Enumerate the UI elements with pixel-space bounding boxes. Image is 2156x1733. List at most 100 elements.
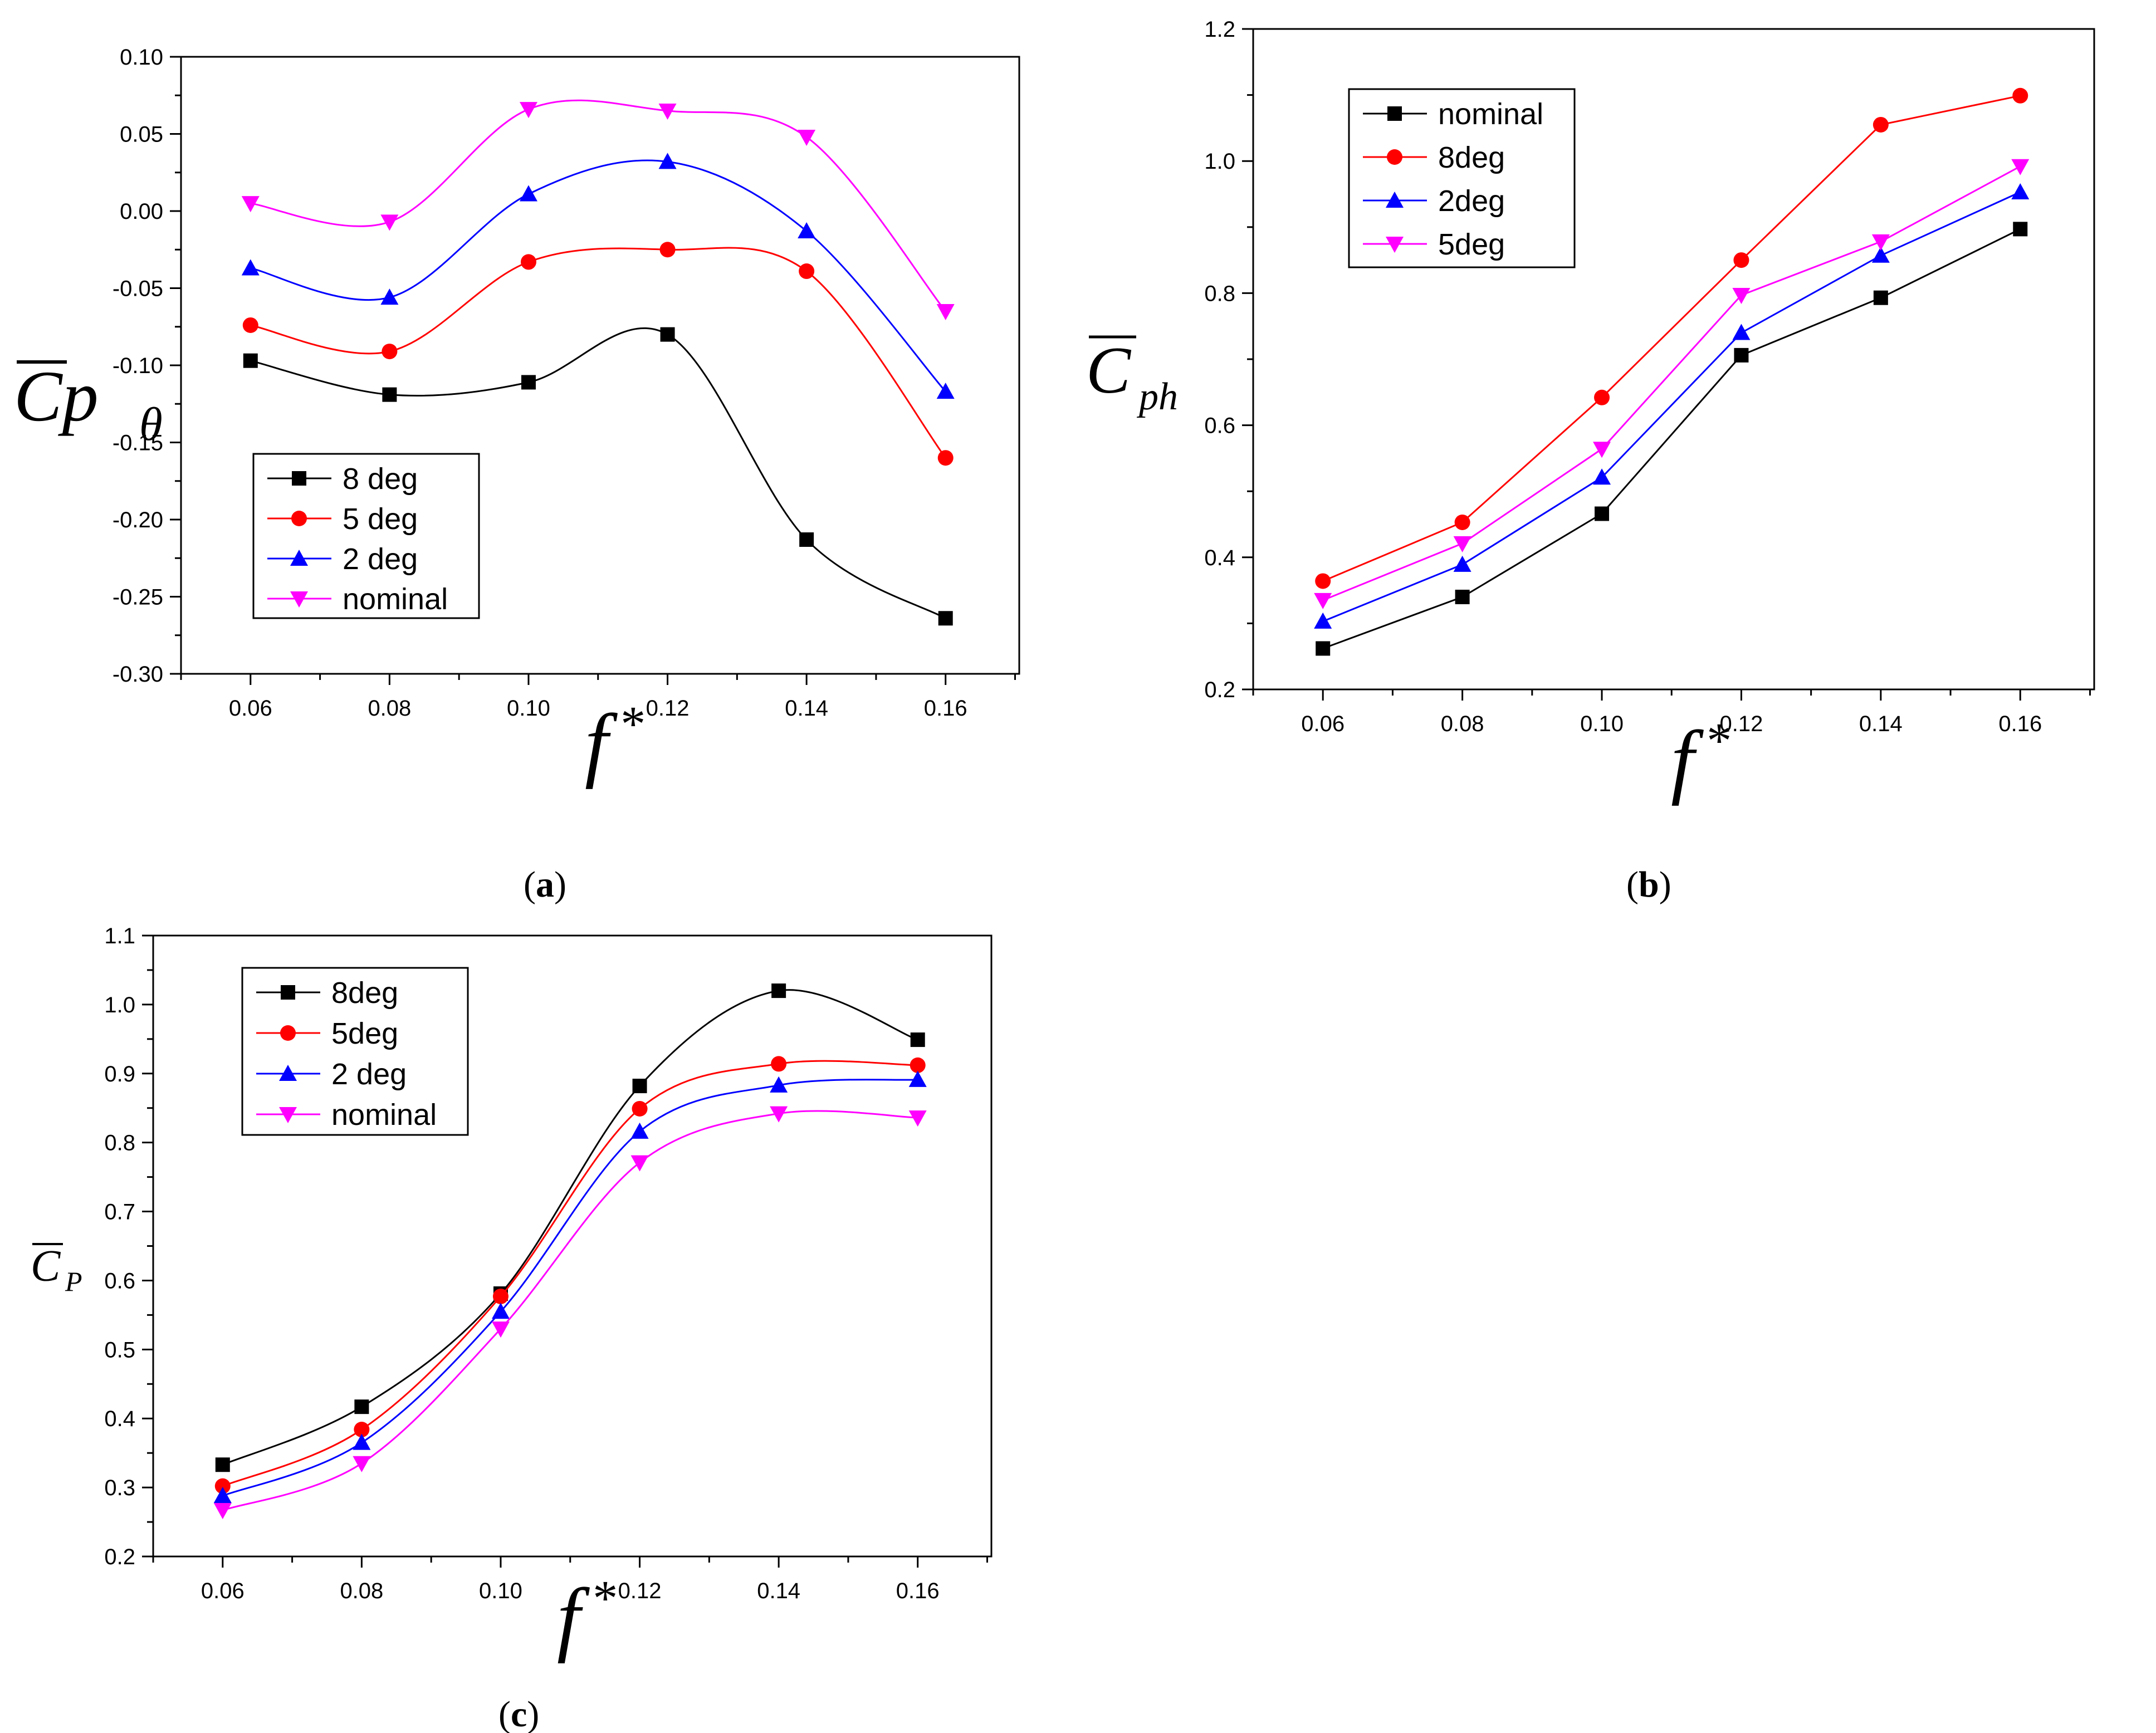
data-point: [213, 1502, 232, 1519]
x-tick-label: 0.08: [1441, 712, 1484, 736]
data-point: [771, 1056, 787, 1072]
data-point: [1871, 246, 1890, 263]
data-point: [798, 130, 816, 146]
data-point: [492, 1288, 509, 1304]
data-point: [1732, 287, 1751, 304]
y-axis-label: Cp θ: [14, 356, 163, 451]
y-tick-label: -0.15: [113, 431, 163, 456]
data-point: [799, 263, 815, 280]
data-point: [770, 1106, 788, 1123]
legend-label: 8deg: [331, 976, 398, 1010]
y-tick-label: -0.10: [113, 354, 163, 378]
data-point: [1734, 347, 1749, 363]
y-tick-label: 0.2: [104, 1545, 135, 1569]
legend-label: 5deg: [331, 1017, 398, 1050]
legend-label: nominal: [343, 582, 448, 616]
data-point: [354, 1399, 369, 1414]
x-tick-label: 0.06: [229, 696, 272, 721]
data-point: [1873, 116, 1889, 133]
data-point: [936, 383, 955, 399]
series-5-deg: [242, 242, 954, 466]
data-point: [1454, 514, 1470, 530]
data-point: [2011, 183, 2030, 199]
y-axis-label-main: C: [1086, 333, 1132, 407]
legend-label: nominal: [1438, 97, 1543, 131]
data-point: [1593, 442, 1611, 458]
legend-label: 5deg: [1438, 228, 1505, 261]
data-point: [908, 1070, 927, 1087]
legend-marker: [279, 1107, 297, 1123]
series-8deg: [1315, 87, 2028, 589]
data-point: [1873, 290, 1888, 305]
data-point: [799, 532, 814, 547]
series-line: [1322, 228, 2021, 649]
series-line: [222, 1110, 918, 1511]
y-tick-label: 0.3: [104, 1476, 135, 1500]
y-tick-label: -0.20: [113, 508, 163, 532]
series-8-deg: [243, 327, 953, 626]
y-axis-label-sub: P: [65, 1266, 82, 1297]
legend-label: nominal: [331, 1098, 437, 1132]
y-axis-label-main: Cp: [14, 356, 99, 437]
data-point: [214, 1478, 231, 1494]
data-point: [354, 1422, 370, 1438]
data-point: [632, 1100, 648, 1117]
y-tick-label: -0.30: [113, 662, 163, 687]
data-point: [938, 611, 953, 626]
y-tick-label: 0.05: [120, 123, 163, 147]
y-tick-label: -0.25: [113, 585, 163, 610]
legend-marker: [1386, 192, 1404, 208]
x-tick-label: 0.14: [785, 696, 828, 721]
data-point: [1455, 589, 1470, 604]
data-point: [1453, 536, 1471, 552]
data-point: [519, 185, 537, 202]
data-point: [382, 344, 398, 360]
data-point: [242, 317, 258, 333]
panel-paren-close: ): [1659, 864, 1671, 905]
y-tick-label: 1.2: [1204, 17, 1235, 42]
panel-paren-close: ): [527, 1694, 539, 1733]
x-axis-label: f *: [557, 1571, 615, 1664]
y-tick-label: 1.0: [1204, 149, 1235, 174]
legend-label: 8 deg: [343, 462, 418, 496]
series-5deg: [214, 1056, 926, 1494]
x-tick-label: 0.14: [757, 1579, 800, 1603]
panel-label: (c): [498, 1694, 539, 1733]
data-point: [353, 1433, 371, 1450]
data-point: [658, 103, 677, 120]
chart-panel-b: 0.06 0.08 0.10 0.12 0.14 0.16 0.2 0.4 0.6 0.8 1.0 1…: [1086, 17, 2095, 905]
data-point: [798, 222, 816, 239]
x-tick-label: 0.12: [618, 1579, 662, 1603]
legend-marker: [1387, 106, 1402, 121]
data-point: [910, 1057, 926, 1073]
data-point: [1593, 468, 1611, 485]
data-point: [491, 1321, 510, 1338]
y-tick-label: 0.4: [1204, 546, 1235, 570]
data-point: [658, 153, 677, 169]
legend-marker: [281, 985, 295, 1000]
data-point: [519, 102, 537, 119]
x-axis-label-sup: *: [590, 1571, 615, 1626]
y-tick-label: 0.00: [120, 199, 163, 224]
x-tick-label: 0.16: [924, 696, 967, 721]
x-tick-label: 0.08: [340, 1579, 383, 1603]
series-nominal: [213, 1106, 927, 1519]
data-point: [1453, 555, 1471, 572]
data-point: [1314, 612, 1332, 629]
x-tick-label: 0.10: [479, 1579, 522, 1603]
series-line: [1322, 191, 2021, 623]
x-tick-label: 0.16: [896, 1579, 940, 1603]
data-point: [2013, 222, 2028, 237]
y-tick-label: 0.10: [120, 45, 163, 70]
legend-box: [252, 453, 480, 619]
series-2-deg: [241, 153, 955, 399]
data-point: [215, 1457, 230, 1472]
y-tick-label: -0.05: [113, 277, 163, 301]
data-point: [771, 983, 786, 998]
series-line: [250, 327, 946, 619]
legend-marker: [290, 550, 308, 566]
legend-marker: [1386, 237, 1404, 253]
legend-label: 2 deg: [343, 542, 418, 576]
data-point: [353, 1456, 371, 1472]
data-point: [380, 288, 399, 305]
